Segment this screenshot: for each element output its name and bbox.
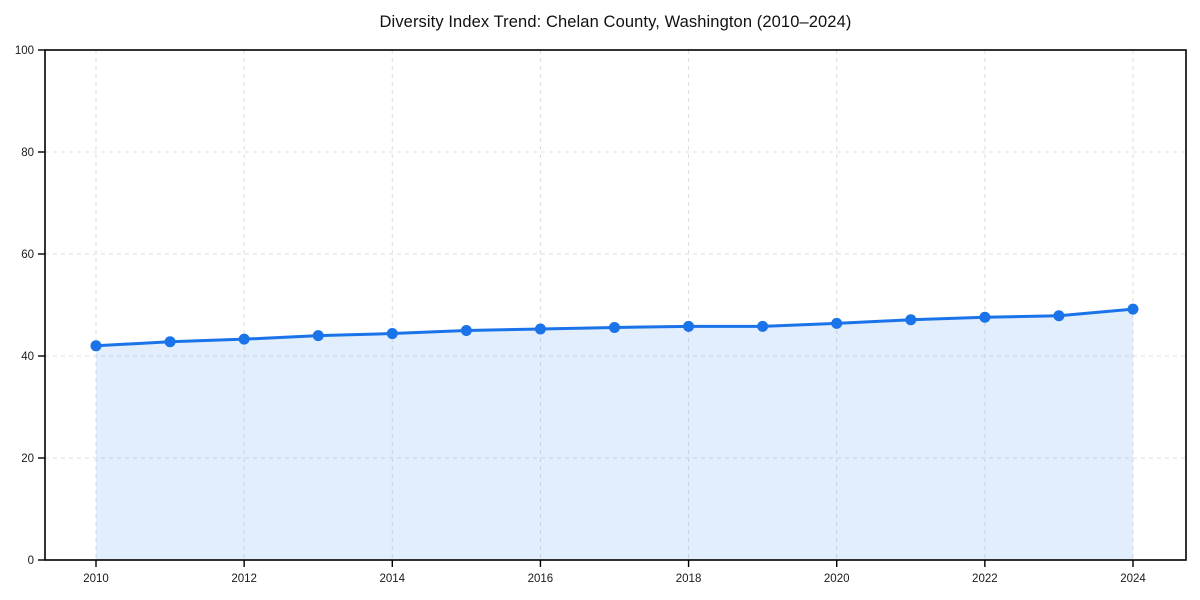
y-tick-label: 40 <box>21 351 34 363</box>
data-point <box>534 323 546 335</box>
area-fill <box>96 309 1133 560</box>
data-point <box>386 328 398 340</box>
chart-title: Diversity Index Trend: Chelan County, Wa… <box>379 13 852 31</box>
data-point <box>460 325 472 336</box>
data-point <box>238 333 250 345</box>
data-point <box>831 317 843 329</box>
x-tick-label: 2010 <box>83 573 109 585</box>
data-point <box>90 340 102 352</box>
y-tick-label: 0 <box>28 555 34 567</box>
data-point <box>609 321 620 333</box>
data-point <box>757 320 769 332</box>
y-tick-label: 20 <box>21 453 34 465</box>
data-point <box>979 311 991 323</box>
x-tick-label: 2014 <box>379 573 405 585</box>
data-point <box>164 336 176 348</box>
y-tick-label: 80 <box>21 147 34 159</box>
x-tick-label: 2018 <box>676 573 702 585</box>
x-tick-label: 2012 <box>231 573 257 585</box>
axis-frame <box>44 49 1187 561</box>
y-tick-label: 100 <box>15 45 34 57</box>
data-point <box>683 320 695 332</box>
data-point <box>905 314 917 326</box>
data-point <box>312 330 324 342</box>
x-tick-label: 2024 <box>1120 573 1146 585</box>
x-tick-label: 2020 <box>824 573 850 585</box>
data-point <box>1127 303 1139 315</box>
x-tick-label: 2022 <box>972 573 998 585</box>
data-point <box>1053 310 1065 322</box>
x-tick-label: 2016 <box>528 573 554 585</box>
y-tick-label: 60 <box>21 249 34 261</box>
